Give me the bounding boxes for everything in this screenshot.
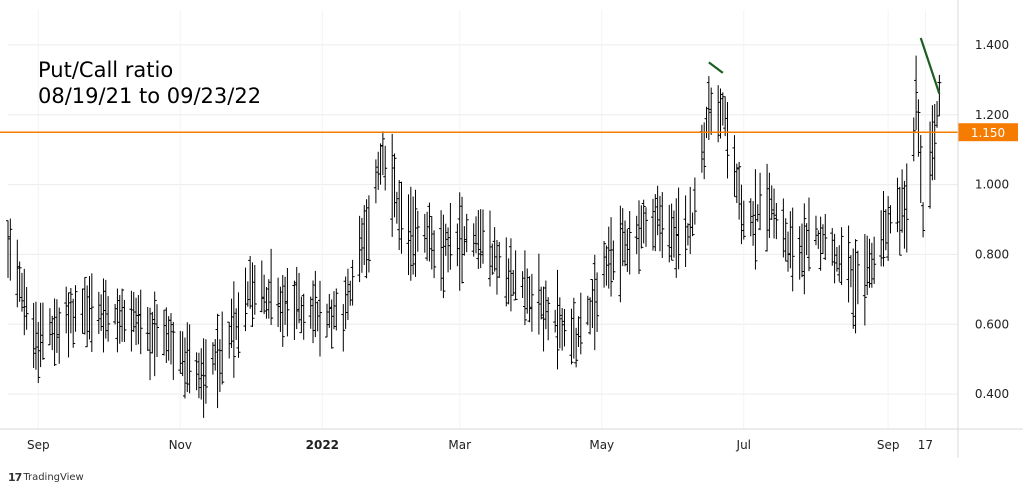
green-trendline xyxy=(708,61,724,74)
y-tick-label: 1.400 xyxy=(975,38,1009,52)
y-tick-label: 0.800 xyxy=(975,247,1009,261)
y-tick-label: 0.600 xyxy=(975,317,1009,331)
y-tick-label: 0.400 xyxy=(975,387,1009,401)
chart-title-line2: 08/19/21 to 09/23/22 xyxy=(38,84,262,108)
tradingview-icon: 17 xyxy=(8,471,22,484)
x-tick-label: Sep xyxy=(27,438,50,452)
threshold-price-label: 1.150 xyxy=(971,126,1005,140)
x-tick-label: Jul xyxy=(736,438,751,452)
chart-title-line1: Put/Call ratio xyxy=(38,58,174,82)
axes: 0.400 0.600 0.800 1.000 1.200 1.400 Sep Nov 2022… xyxy=(0,0,1023,458)
threshold-price-tag xyxy=(958,123,1018,142)
tradingview-name: TradingView xyxy=(23,472,84,483)
x-tick-label: Mar xyxy=(448,438,471,452)
tradingview-logo: 17 TradingView xyxy=(8,471,84,484)
x-tick-label: 17 xyxy=(918,438,933,452)
x-tick-label: May xyxy=(589,438,614,452)
ohlc-bars xyxy=(6,55,942,418)
x-tick-label: Sep xyxy=(877,438,900,452)
y-tick-label: 1.000 xyxy=(975,178,1009,192)
threshold-line: 1.150 xyxy=(0,123,1018,142)
x-tick-label: Nov xyxy=(169,438,192,452)
green-trendline xyxy=(919,37,941,95)
y-tick-label: 1.200 xyxy=(975,108,1009,122)
x-tick-label: 2022 xyxy=(306,438,339,452)
trendlines xyxy=(708,37,941,95)
